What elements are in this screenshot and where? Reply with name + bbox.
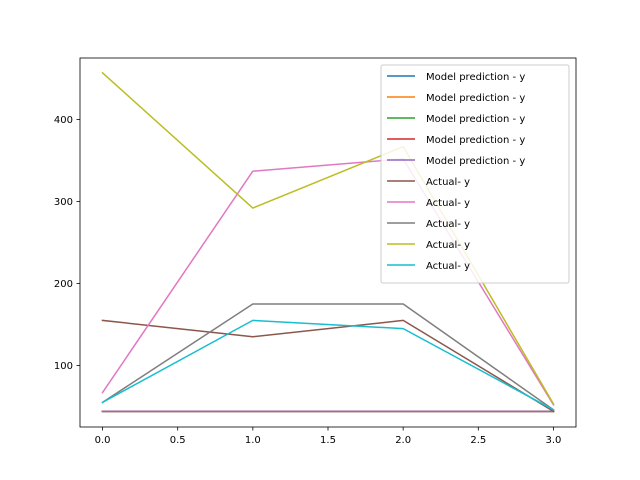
legend-label: Actual- y [426,198,470,209]
x-tick-label: 1.5 [320,435,336,446]
legend-label: Actual- y [426,261,470,272]
legend-label: Model prediction - y [426,93,525,104]
x-axis: 0.0 0.5 1.0 1.5 2.0 2.5 3.0 [95,427,562,446]
legend-box [380,64,570,284]
legend-label: Model prediction - y [426,135,525,146]
y-tick-label: 400 [54,115,73,126]
legend: Model prediction - y Model prediction - y… [380,64,570,284]
y-tick-label: 200 [54,279,73,290]
series-line-6 [101,319,555,413]
x-tick-label: 0.5 [170,435,186,446]
legend-label: Actual- y [426,219,470,230]
legend-label: Actual- y [426,177,470,188]
y-tick-label: 100 [54,361,73,372]
series-line-8 [101,303,555,411]
y-axis: 100 200 300 400 [54,115,80,372]
x-tick-label: 2.0 [395,435,411,446]
legend-label: Actual- y [426,240,470,251]
x-tick-label: 0.0 [95,435,111,446]
legend-label: Model prediction - y [426,114,525,125]
x-tick-label: 1.0 [245,435,261,446]
legend-label: Model prediction - y [426,72,525,83]
x-tick-label: 3.0 [546,435,562,446]
series-line-10 [101,319,555,411]
legend-label: Model prediction - y [426,156,525,167]
plot-frame [79,57,577,428]
x-tick-label: 2.5 [470,435,486,446]
y-tick-label: 300 [54,197,73,208]
